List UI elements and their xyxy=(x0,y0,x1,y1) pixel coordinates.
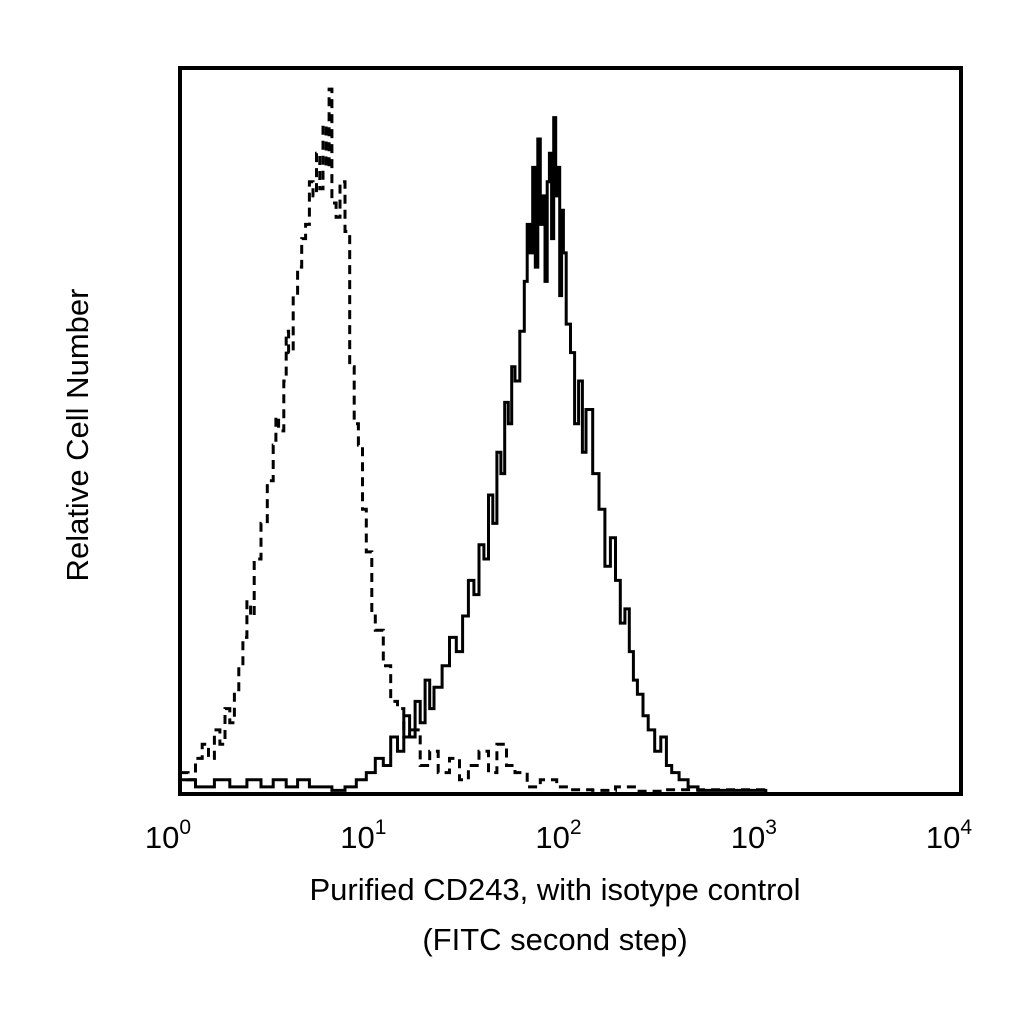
x-axis-label-line2: (FITC second step) xyxy=(422,922,687,957)
x-tick-label: 101 xyxy=(340,816,386,855)
histogram-series-solid xyxy=(180,116,961,796)
x-tick-label: 104 xyxy=(926,816,972,855)
histogram-curves xyxy=(180,87,961,796)
histogram-series-dashed xyxy=(180,87,961,796)
x-axis-ticks: 100 101 102 103 104 xyxy=(145,816,972,855)
y-axis-label: Relative Cell Number xyxy=(60,289,95,582)
x-tick-label: 102 xyxy=(535,816,581,855)
plot-frame xyxy=(178,66,963,796)
x-tick-label: 100 xyxy=(145,816,191,855)
x-axis-label: Purified CD243, with isotype control xyxy=(309,872,800,907)
x-tick-label: 103 xyxy=(731,816,777,855)
